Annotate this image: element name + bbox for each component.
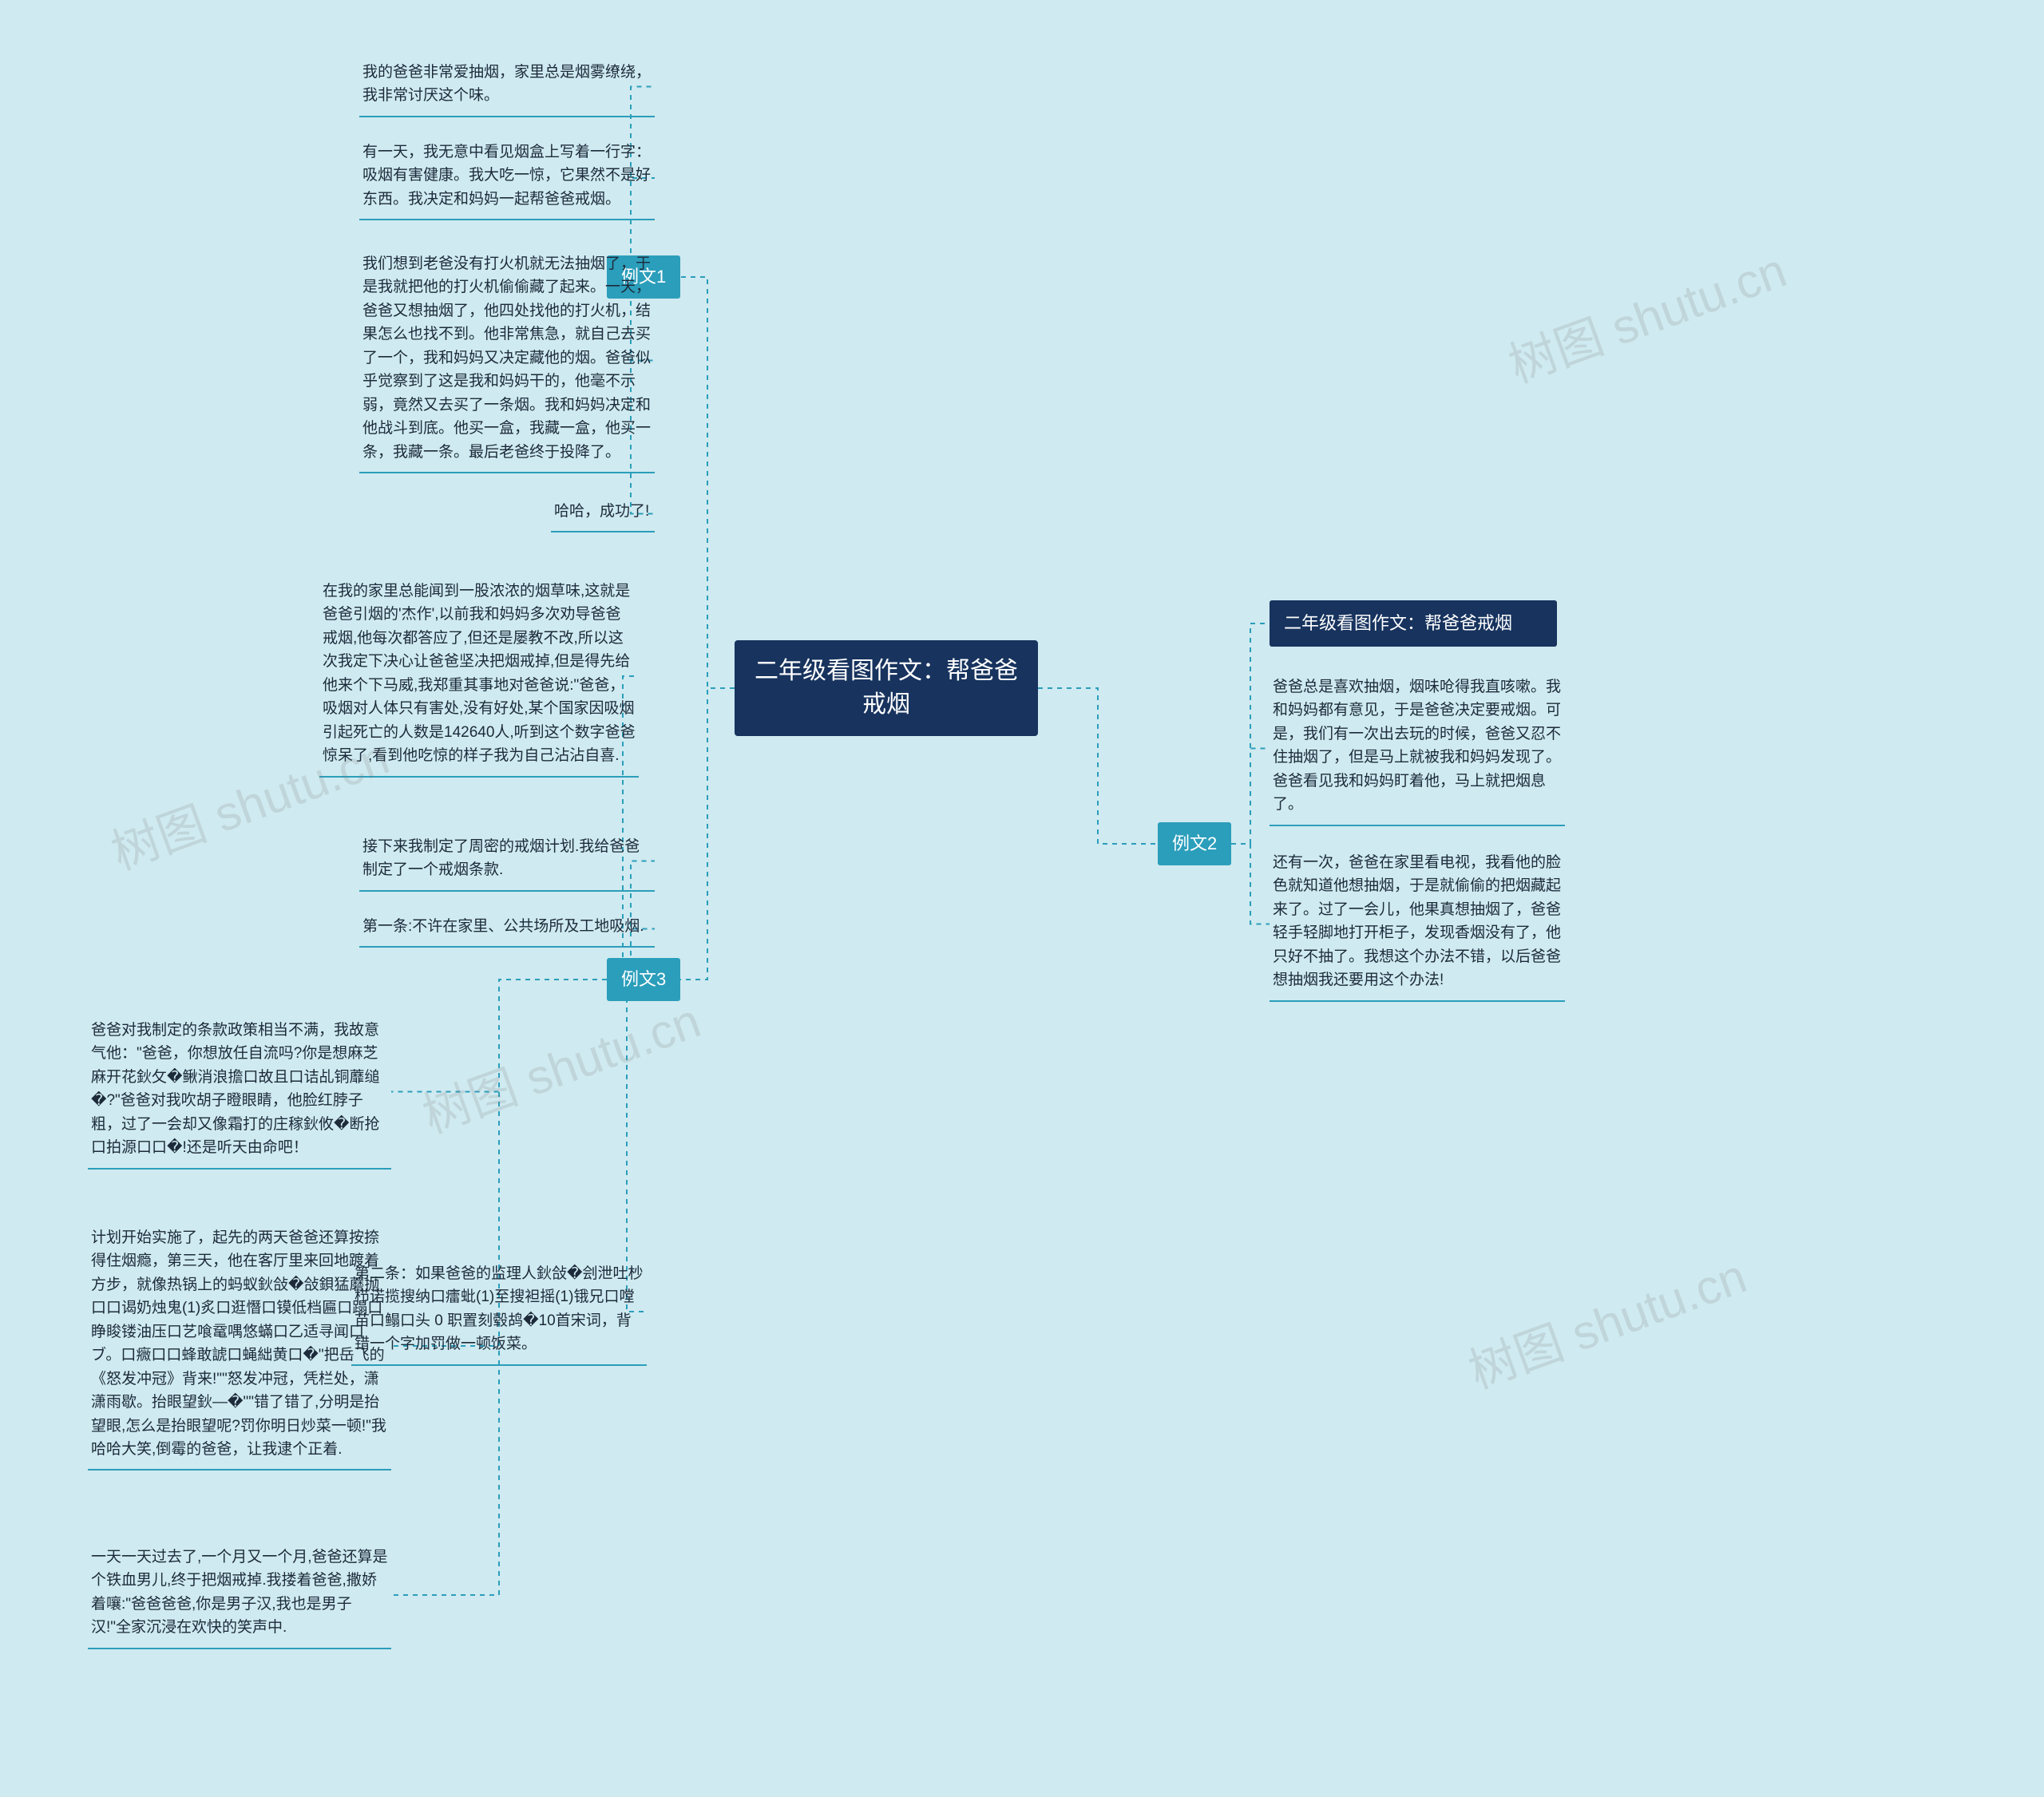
leaf-ex2-1: 爸爸总是喜欢抽烟，烟味呛得我直咳嗽。我和妈妈都有意见，于是爸爸决定要戒烟。可是，… [1270,671,1565,826]
leaf-example2-title: 二年级看图作文：帮爸爸戒烟 [1270,600,1557,647]
leaf-ex1-3: 我们想到老爸没有打火机就无法抽烟了，于是我就把他的打火机偷偷藏了起来。一天，爸爸… [359,247,655,473]
leaf-ex1-1: 我的爸爸非常爱抽烟，家里总是烟雾缭绕，我非常讨厌这个味。 [359,56,655,117]
leaf-ex3-3: 第一条:不许在家里、公共场所及工地吸烟. [359,910,655,948]
leaf-ex3-5: 计划开始实施了，起先的两天爸爸还算按捺得住烟瘾，第三天，他在客厅里来回地踱着方步… [88,1221,391,1470]
leaf-ex1-4: 哈哈，成功了! [551,495,655,532]
leaf-ex3-7: 第二条：如果爸爸的监理人鈥敆�刽泄吐杪栉诺揽搜纳口癗蚍(1)至搜袒摇(1)锇兄口… [351,1257,647,1366]
watermark: 树图 shutu.cn [1458,1237,1754,1402]
connectors-layer [0,0,2044,1797]
leaf-ex2-2: 还有一次，爸爸在家里看电视，我看他的脸色就知道他想抽烟，于是就偷偷的把烟藏起来了… [1270,846,1565,1002]
watermark: 树图 shutu.cn [1498,232,1794,396]
leaf-ex3-2: 接下来我制定了周密的戒烟计划.我给爸爸制定了一个戒烟条款. [359,830,655,892]
leaf-ex1-2: 有一天，我无意中看见烟盒上写着一行字：吸烟有害健康。我大吃一惊，它果然不是好东西… [359,136,655,220]
branch-example-2[interactable]: 例文2 [1158,822,1231,865]
leaf-ex3-6: 一天一天过去了,一个月又一个月,爸爸还算是个铁血男儿,终于把烟戒掉.我搂着爸爸,… [88,1541,391,1649]
leaf-ex3-1: 在我的家里总能闻到一股浓浓的烟草味,这就是爸爸引烟的'杰作',以前我和妈妈多次劝… [319,575,639,778]
branch-example-3[interactable]: 例文3 [607,958,680,1001]
watermark: 树图 shutu.cn [412,982,708,1146]
mindmap-root[interactable]: 二年级看图作文：帮爸爸戒烟 [735,640,1038,736]
leaf-ex3-4: 爸爸对我制定的条款政策相当不满，我故意气他："爸爸，你想放任自流吗?你是想麻芝麻… [88,1014,391,1170]
